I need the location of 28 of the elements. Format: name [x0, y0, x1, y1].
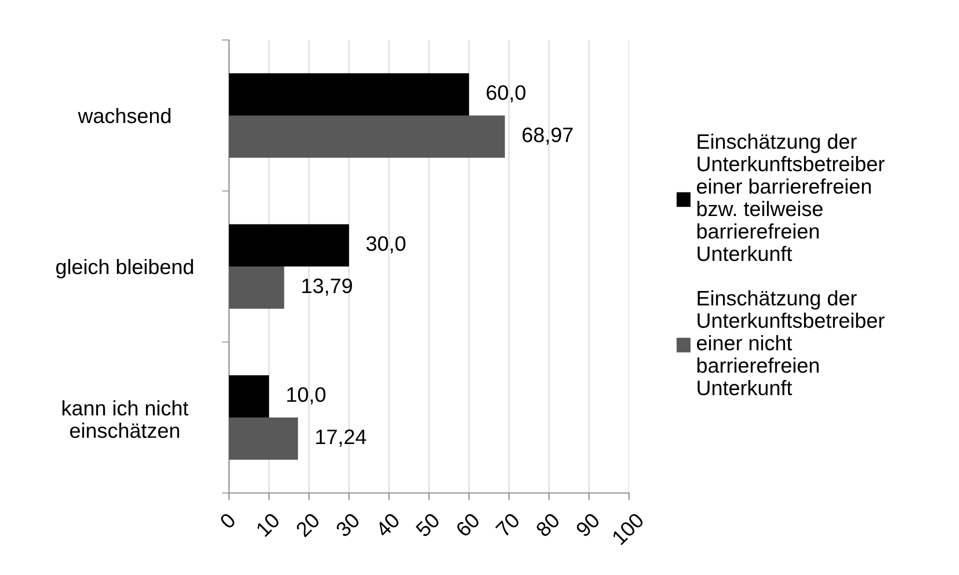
legend-label: Einschätzung der Unterkunftsbetreiber einer barrierefreien bzw. teilweise barrierefreien Unterkunft	[696, 134, 884, 262]
x-tick-label: 30	[334, 512, 361, 538]
data-label: 60,0	[486, 85, 526, 102]
x-tick-label: 50	[414, 512, 441, 538]
bar	[229, 73, 469, 116]
x-tick-label: 40	[374, 512, 401, 538]
bar	[229, 266, 284, 309]
bar	[229, 375, 269, 418]
data-label: 17,24	[316, 429, 366, 447]
legend-label: Einschätzung der Unterkunftsbetreiber einer nicht barrierefreien Unterkunft	[696, 290, 884, 396]
x-tick-label: 60	[455, 512, 481, 538]
x-tick-label: 100	[611, 512, 645, 546]
x-tick-label: 70	[495, 512, 521, 538]
bar	[229, 224, 349, 266]
y-tick-label: wachsend	[78, 108, 170, 124]
data-label: 30,0	[366, 236, 406, 254]
x-tick-label: 90	[575, 512, 601, 538]
y-tick-label: gleich bleibend	[56, 258, 193, 278]
data-label: 13,79	[302, 278, 352, 296]
x-tick-label: 10	[255, 512, 281, 538]
bar	[229, 116, 505, 158]
bar	[229, 418, 298, 460]
x-tick-label: 80	[534, 512, 561, 538]
y-tick-label: kann ich nicht einschätzen	[62, 400, 188, 438]
x-tick-label: 20	[295, 512, 321, 538]
data-label: 10,0	[287, 387, 326, 404]
x-tick-label: 0	[219, 512, 236, 530]
data-label: 68,97	[522, 127, 573, 145]
